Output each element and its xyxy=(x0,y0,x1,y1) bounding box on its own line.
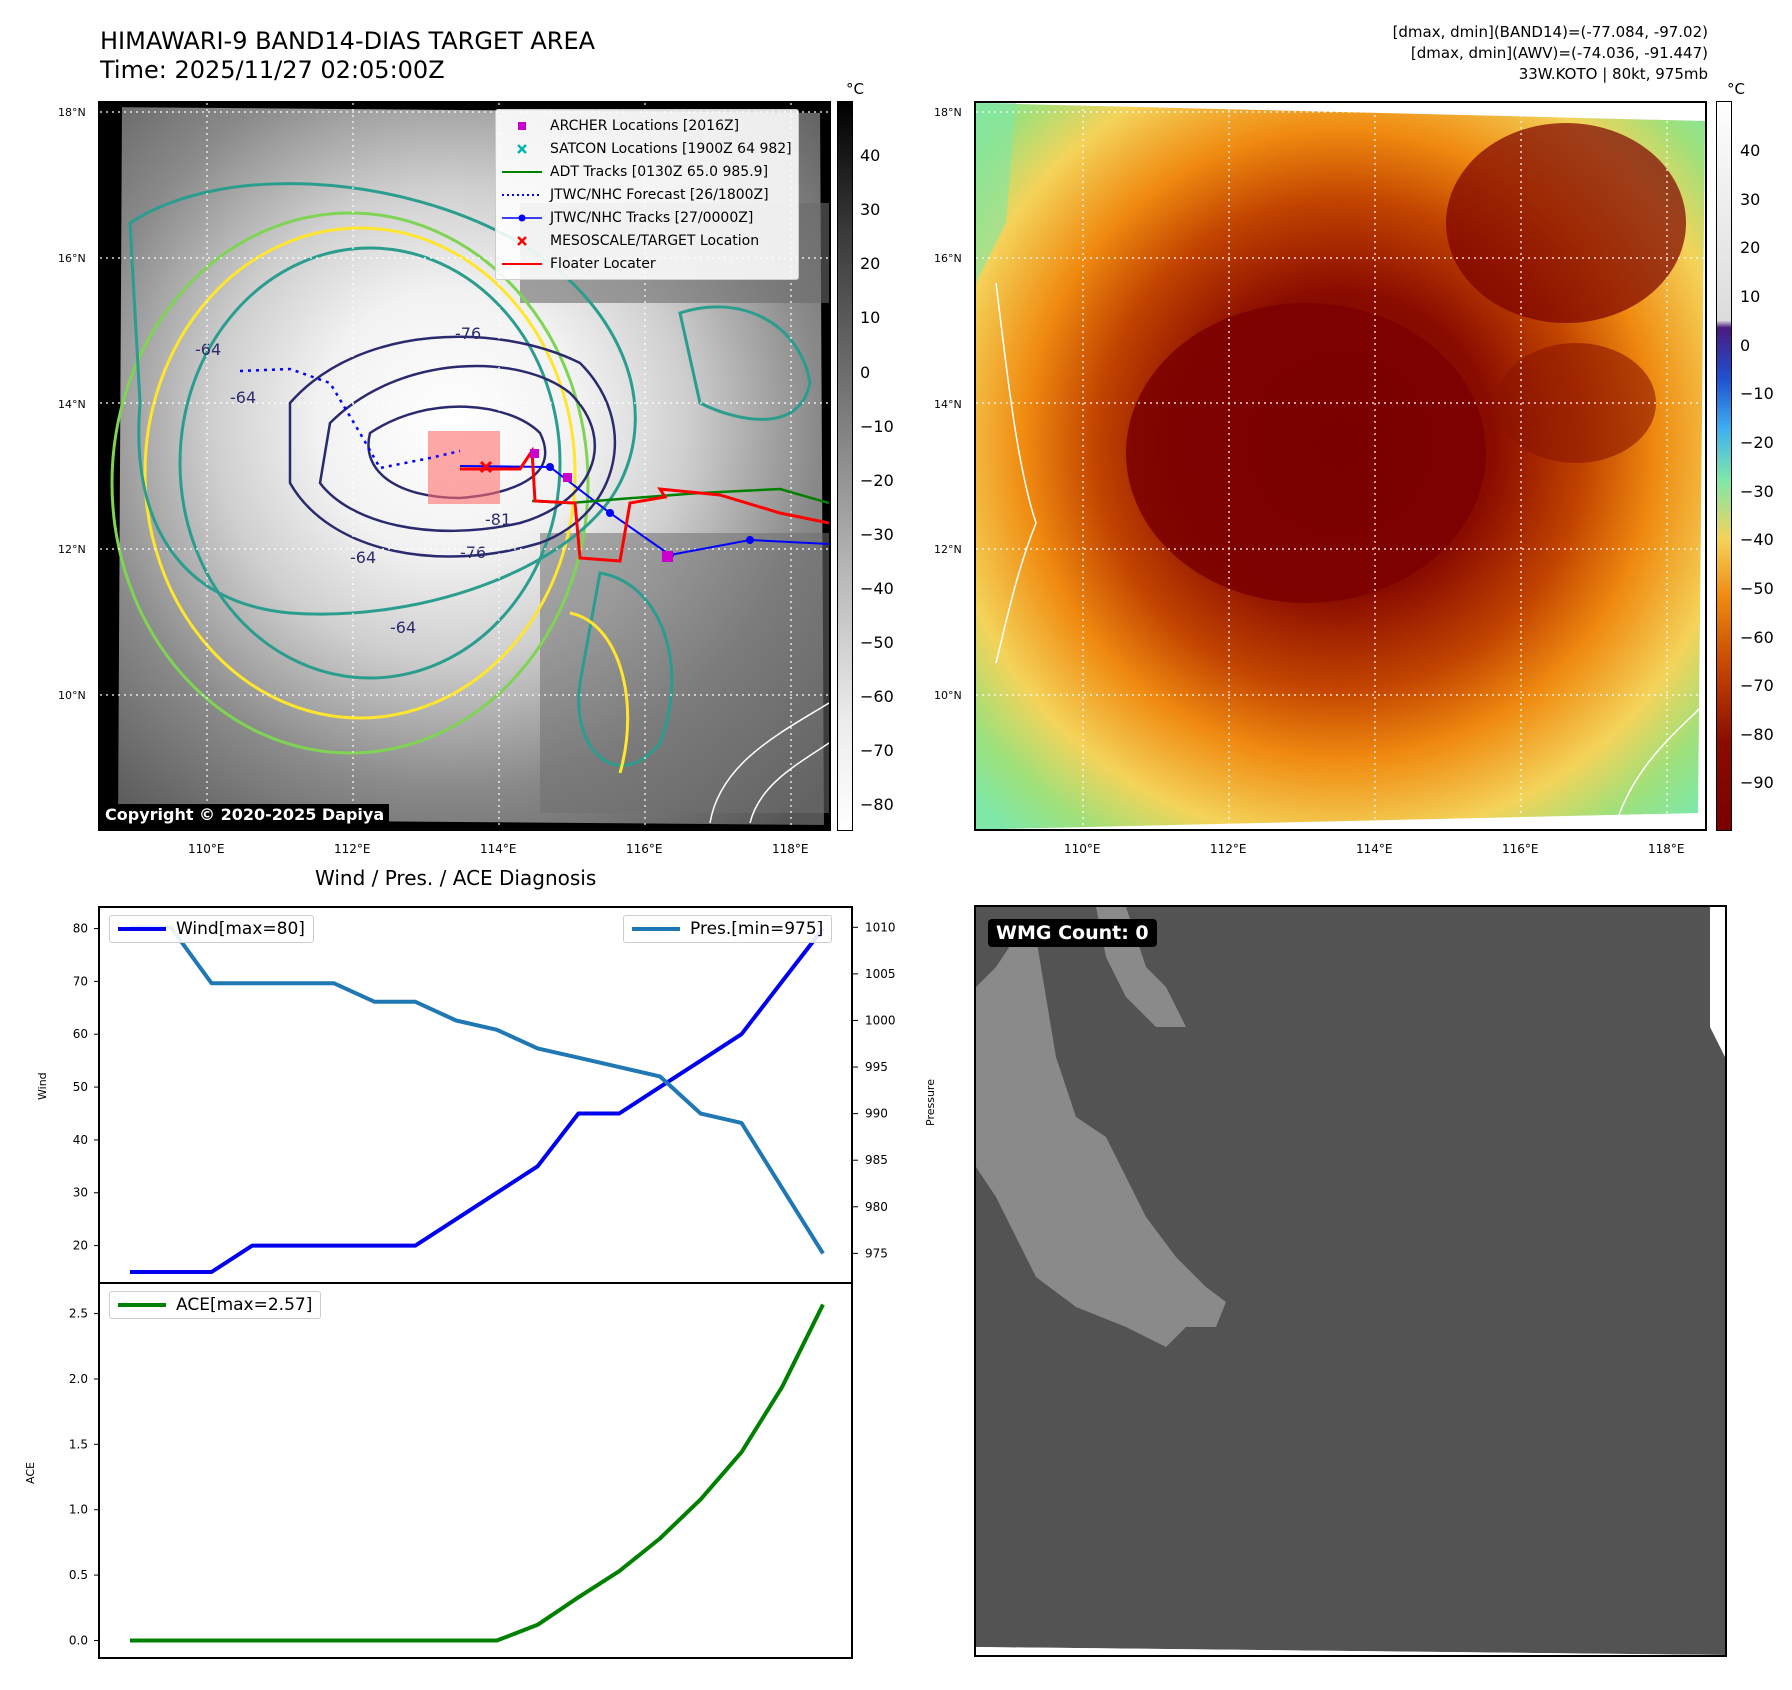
y-tick-label: 1.5 xyxy=(69,1437,88,1451)
y-tick-label: 1.0 xyxy=(69,1503,88,1517)
legend-mesoscale-marker xyxy=(517,235,527,246)
legend-satcon-marker xyxy=(517,143,527,154)
legend-mesoscale: MESOSCALE/TARGET Location xyxy=(502,229,792,252)
ace-chart: 0.0 0.5 1.0 1.5 2.0 2.5 xyxy=(69,1282,853,1663)
svg-text:-81: -81 xyxy=(485,510,511,529)
chart-time: Time: 2025/11/27 02:05:00Z xyxy=(100,56,445,84)
svg-text:-76: -76 xyxy=(455,324,481,343)
legend-jtwc-tracks: JTWC/NHC Tracks [27/0000Z] xyxy=(502,206,792,229)
left-colorbar xyxy=(837,101,853,831)
jtwc-track xyxy=(459,465,829,557)
y-tick-label: 20 xyxy=(73,1239,88,1253)
y2-tick-label: 995 xyxy=(865,1060,888,1074)
wmg-panel: WMG Count: 0 xyxy=(974,905,1727,1657)
meta-band14: [dmax, dmin](BAND14)=(-77.084, -97.02) xyxy=(1392,23,1708,41)
svg-text:-64: -64 xyxy=(350,548,376,567)
y-tick-label: 50 xyxy=(73,1080,88,1094)
svg-text:-76: -76 xyxy=(460,543,486,562)
legend-satcon: SATCON Locations [1900Z 64 982] xyxy=(502,137,792,160)
legend-jtwc-forecast: JTWC/NHC Forecast [26/1800Z] xyxy=(502,183,792,206)
y-tick-label: 0.5 xyxy=(69,1568,88,1582)
y2-tick-label: 990 xyxy=(865,1107,888,1121)
y2-tick-label: 1005 xyxy=(865,967,896,981)
y-tick-label: 40 xyxy=(73,1133,88,1147)
legend-tracks-line xyxy=(502,214,542,221)
y-tick-label: 2.0 xyxy=(69,1372,88,1386)
right-colorbar xyxy=(1716,101,1732,831)
legend-archer: ARCHER Locations [2016Z] xyxy=(502,114,792,137)
legend-adt-line xyxy=(502,170,542,173)
y2-tick-label: 1000 xyxy=(865,1013,896,1027)
y2-tick-label: 975 xyxy=(865,1246,888,1260)
copyright: Copyright © 2020-2025 Dapiya xyxy=(100,804,390,825)
wind-pressure-chart: 20 30 40 50 60 70 80 975 980 985 990 995 1000 1005 101… xyxy=(73,906,896,1288)
target-location-marker xyxy=(479,460,493,474)
series-line-1 xyxy=(130,925,825,1255)
wind-axis-label: Wind xyxy=(36,1072,49,1100)
wmg-count-badge: WMG Count: 0 xyxy=(988,919,1157,947)
ace-legend-swatch xyxy=(118,1303,166,1307)
series-line-0 xyxy=(130,927,825,1274)
svg-text:-64: -64 xyxy=(195,340,221,359)
left-colorbar-unit: °C xyxy=(846,80,864,98)
ace-axis-label: ACE xyxy=(24,1462,37,1484)
ace-legend: ACE[max=2.57] xyxy=(109,1291,322,1319)
legend-floater-line xyxy=(502,262,542,265)
pressure-legend: Pres.[min=975] xyxy=(623,915,833,943)
y-tick-label: 70 xyxy=(73,974,88,988)
y2-tick-label: 985 xyxy=(865,1153,888,1167)
map-legend: ARCHER Locations [2016Z] SATCON Location… xyxy=(495,109,799,280)
ace-plot: 0.0 0.5 1.0 1.5 2.0 2.5 xyxy=(69,1282,853,1659)
y-tick-label: 30 xyxy=(73,1186,88,1200)
diagnosis-title: Wind / Pres. / ACE Diagnosis xyxy=(315,866,597,890)
wind-pressure-plot: 20 30 40 50 60 70 80 975 980 985 990 995 1000 1005 101… xyxy=(73,906,896,1284)
meta-awv: [dmax, dmin](AWV)=(-74.036, -91.447) xyxy=(1410,44,1708,62)
wind-legend: Wind[max=80] xyxy=(109,915,314,943)
right-colorbar-unit: °C xyxy=(1727,80,1745,98)
y-tick-label: 2.5 xyxy=(69,1307,88,1321)
archer-locations xyxy=(530,449,673,562)
y2-tick-label: 980 xyxy=(865,1200,888,1214)
legend-forecast-line xyxy=(502,193,542,196)
meta-storm: 33W.KOTO | 80kt, 975mb xyxy=(1518,65,1708,83)
right-map-gridlines xyxy=(976,103,1705,829)
svg-text:-64: -64 xyxy=(390,618,416,637)
y-tick-label: 80 xyxy=(73,922,88,936)
pressure-legend-swatch xyxy=(632,927,680,931)
svg-text:-64: -64 xyxy=(230,388,256,407)
y-tick-label: 0.0 xyxy=(69,1633,88,1647)
pressure-axis-label: Pressure xyxy=(924,1079,937,1126)
jtwc-forecast-track xyxy=(239,367,461,470)
band14-map: -76 -64 -64 -81 -76 -64 -64 xyxy=(98,101,831,831)
legend-adt: ADT Tracks [0130Z 65.0 985.9] xyxy=(502,160,792,183)
series-line-0 xyxy=(130,1303,825,1643)
contour-labels: -76 -64 -64 -81 -76 -64 -64 xyxy=(195,324,511,637)
wind-legend-swatch xyxy=(118,927,166,931)
chart-title: HIMAWARI-9 BAND14-DIAS TARGET AREA xyxy=(100,27,596,55)
legend-archer-marker xyxy=(518,121,526,130)
legend-floater: Floater Locater xyxy=(502,252,792,275)
y2-tick-label: 1010 xyxy=(865,920,896,934)
awv-map xyxy=(974,101,1707,831)
y-tick-label: 60 xyxy=(73,1027,88,1041)
